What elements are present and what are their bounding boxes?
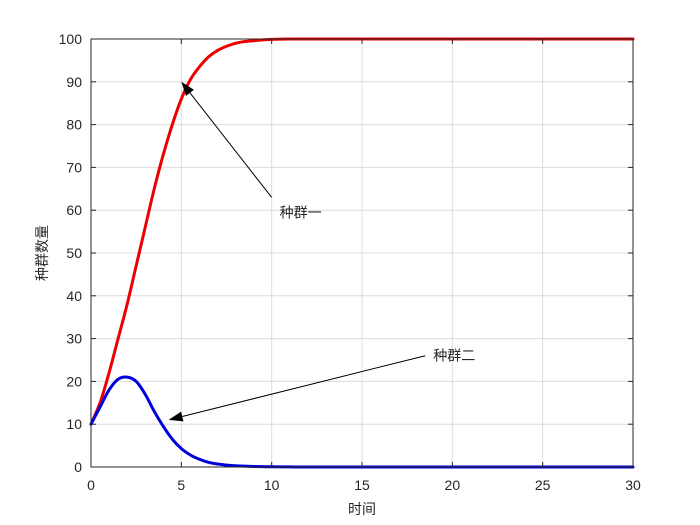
x-axis-label: 时间 (348, 502, 376, 518)
y-tick-label: 90 (66, 74, 82, 90)
x-tick-label: 0 (87, 477, 95, 493)
y-tick-label: 80 (66, 117, 82, 133)
y-axis-label: 种群数量 (35, 225, 51, 281)
annotation-arrow-head (168, 411, 184, 422)
y-tick-label: 10 (66, 416, 82, 432)
x-tick-label: 25 (535, 477, 551, 493)
y-tick-label: 60 (66, 202, 82, 218)
y-tick-label: 100 (59, 31, 83, 47)
x-tick-label: 30 (625, 477, 641, 493)
x-tick-label: 15 (354, 477, 370, 493)
y-tick-label: 70 (66, 159, 82, 175)
x-tick-label: 20 (445, 477, 461, 493)
annotation-arrow-line (189, 92, 273, 198)
annotation-label: 种群一 (280, 205, 322, 221)
y-tick-label: 30 (66, 331, 82, 347)
annotation-arrow-line (182, 355, 426, 418)
y-tick-label: 50 (66, 245, 82, 261)
annotation-arrow-head (181, 81, 194, 96)
axis-ticks: 0 5 10 15 20 25 30 0 10 20 30 40 50 60 70 80 90 100 (59, 31, 641, 493)
annotation-label: 种群二 (433, 349, 475, 365)
grid-lines (91, 39, 633, 467)
x-tick-label: 5 (177, 477, 185, 493)
y-tick-label: 20 (66, 373, 82, 389)
x-tick-label: 10 (264, 477, 280, 493)
y-tick-label: 40 (66, 288, 82, 304)
y-tick-label: 0 (74, 459, 82, 475)
